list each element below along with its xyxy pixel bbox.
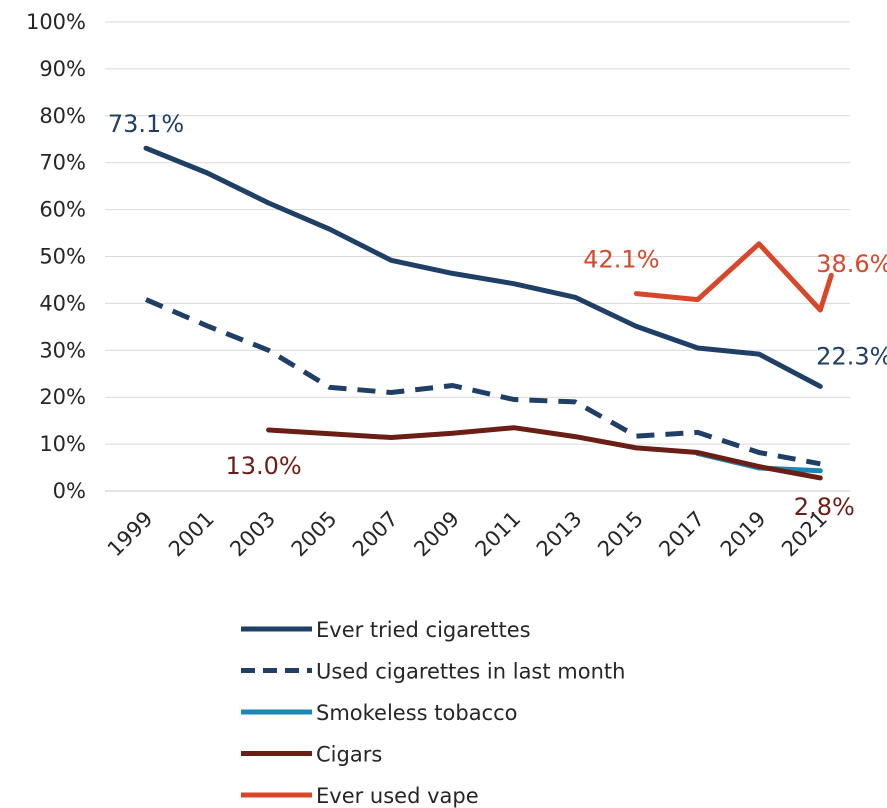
- x-tick-label: 2017: [654, 507, 709, 562]
- legend-label: Ever used vape: [316, 784, 479, 808]
- y-tick-label: 100%: [26, 10, 86, 34]
- data-label: 73.1%: [108, 110, 184, 138]
- data-label: 2.8%: [794, 493, 855, 521]
- x-tick-label: 2011: [471, 507, 526, 562]
- x-tick-label: 2007: [348, 507, 403, 562]
- y-tick-label: 60%: [39, 198, 86, 222]
- y-axis-ticks: 0% 10% 20% 30% 40% 50% 60% 70% 80% 90% 100%: [26, 10, 86, 503]
- y-tick-label: 80%: [39, 104, 86, 128]
- series-line-2: [145, 297, 821, 467]
- series-lines: [143, 145, 834, 481]
- y-tick-label: 90%: [39, 57, 86, 81]
- x-tick-label: 2005: [287, 507, 342, 562]
- x-axis-ticks: 1999 2001 2003 2005 2007 2009 2011 2013 2015 2017…: [103, 507, 832, 562]
- y-tick-label: 0%: [53, 479, 86, 503]
- series-line-5: [633, 241, 834, 313]
- x-tick-label: 2001: [164, 507, 219, 562]
- legend-label: Smokeless tobacco: [316, 701, 518, 725]
- y-tick-label: 50%: [39, 245, 86, 269]
- legend-label: Cigars: [316, 743, 382, 767]
- x-tick-label: 2019: [716, 507, 771, 562]
- legend: Ever tried cigarettes Used cigarettes in …: [241, 618, 625, 808]
- y-tick-label: 30%: [39, 338, 86, 362]
- x-tick-label: 2003: [225, 507, 280, 562]
- data-labels: 73.1% 22.3% 13.0% 2.8% 42.1% 38.6%: [108, 110, 887, 521]
- x-tick-label: 2009: [409, 507, 464, 562]
- data-label: 38.6%: [816, 250, 887, 278]
- data-label: 22.3%: [816, 342, 887, 370]
- y-tick-label: 70%: [39, 151, 86, 175]
- legend-label: Ever tried cigarettes: [316, 618, 531, 642]
- y-tick-label: 40%: [39, 291, 86, 315]
- y-tick-label: 20%: [39, 385, 86, 409]
- data-label: 13.0%: [225, 452, 301, 480]
- series-line-4: [266, 425, 823, 481]
- y-tick-label: 10%: [39, 432, 86, 456]
- x-tick-label: 2013: [532, 507, 587, 562]
- x-tick-label: 2015: [593, 507, 648, 562]
- gridlines: [105, 21, 850, 492]
- legend-label: Used cigarettes in last month: [316, 660, 625, 684]
- x-tick-label: 1999: [103, 507, 158, 562]
- data-label: 42.1%: [583, 246, 659, 274]
- series-line-1: [143, 145, 823, 389]
